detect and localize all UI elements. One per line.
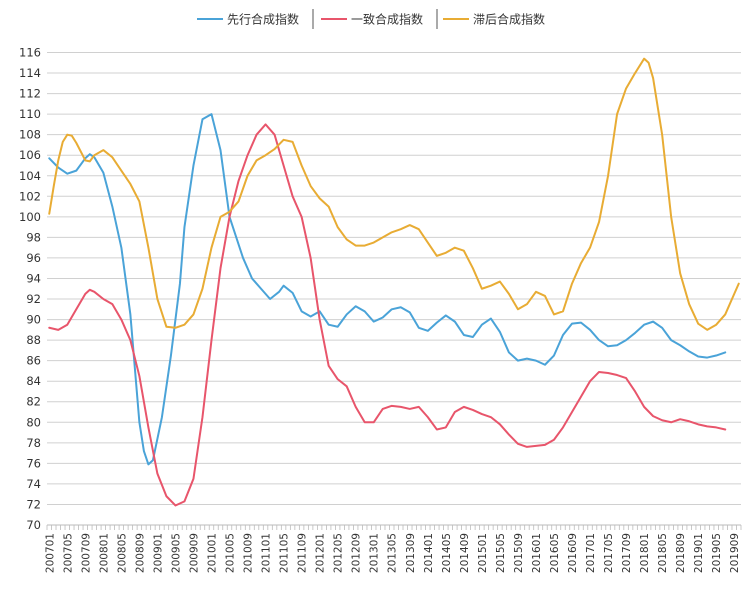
series-line-3 bbox=[48, 57, 740, 331]
x-tick-label: 200701 bbox=[44, 533, 56, 573]
y-tick-label: 88 bbox=[26, 333, 41, 347]
y-tick-label: 98 bbox=[26, 230, 41, 244]
x-tick-label: 201105 bbox=[279, 533, 291, 573]
y-tick-label: 102 bbox=[19, 189, 41, 203]
y-tick-label: 74 bbox=[26, 477, 41, 491]
x-tick-label: 201809 bbox=[675, 533, 687, 573]
y-tick-label: 84 bbox=[26, 374, 41, 388]
x-tick-label: 201209 bbox=[351, 533, 363, 573]
y-tick-label: 112 bbox=[19, 87, 41, 101]
x-tick-label: 201409 bbox=[459, 533, 471, 573]
y-tick-label: 86 bbox=[26, 354, 41, 368]
y-tick-label: 76 bbox=[26, 456, 41, 470]
y-tick-label: 94 bbox=[26, 271, 41, 285]
y-tick-label: 72 bbox=[26, 497, 41, 511]
x-tick-label: 201301 bbox=[369, 533, 381, 573]
y-tick-label: 106 bbox=[19, 148, 41, 162]
x-tick-label: 201509 bbox=[513, 533, 525, 573]
x-tick-label: 201109 bbox=[297, 533, 309, 573]
x-tick-label: 201601 bbox=[531, 533, 543, 573]
y-tick-label: 110 bbox=[19, 107, 41, 121]
x-tick-label: 200909 bbox=[188, 533, 200, 573]
x-tick-label: 201505 bbox=[495, 533, 507, 573]
y-tick-label: 70 bbox=[26, 518, 41, 532]
x-tick-label: 201405 bbox=[441, 533, 453, 573]
x-tick-label: 201909 bbox=[729, 533, 741, 573]
x-tick-label: 201701 bbox=[585, 533, 597, 573]
series-line-2 bbox=[48, 123, 727, 507]
x-tick-label: 200705 bbox=[62, 533, 74, 573]
grid-lines bbox=[47, 52, 741, 526]
x-axis: 200701 200705 200709 200801 200805 200809 2009… bbox=[44, 524, 742, 573]
legend-label: 滞后合成指数 bbox=[473, 12, 545, 27]
x-tick-label: 200901 bbox=[152, 533, 164, 573]
x-tick-label: 201705 bbox=[603, 533, 615, 573]
x-tick-label: 201905 bbox=[711, 533, 723, 573]
legend-label: 一致合成指数 bbox=[351, 12, 423, 27]
y-axis: 70 72 74 76 78 80 82 84 86 88 90 92 94 96 98 100 102 104 1… bbox=[19, 46, 41, 533]
y-tick-label: 116 bbox=[19, 46, 41, 60]
x-tick-label: 201901 bbox=[693, 533, 705, 573]
y-tick-label: 80 bbox=[26, 415, 41, 429]
legend-label: 先行合成指数 bbox=[227, 12, 299, 27]
x-tick-label: 201205 bbox=[333, 533, 345, 573]
x-tick-label: 201709 bbox=[621, 533, 633, 573]
x-tick-label: 201101 bbox=[261, 533, 273, 573]
x-tick-label: 200809 bbox=[134, 533, 146, 573]
y-tick-label: 104 bbox=[19, 169, 41, 183]
y-tick-label: 82 bbox=[26, 395, 41, 409]
legend-item-1[interactable]: 先行合成指数 bbox=[197, 12, 299, 27]
x-tick-label: 200709 bbox=[80, 533, 92, 573]
y-tick-label: 96 bbox=[26, 251, 41, 265]
x-tick-label: 201805 bbox=[657, 533, 669, 573]
legend-item-3[interactable]: 滞后合成指数 bbox=[443, 12, 545, 27]
x-tick-label: 200805 bbox=[116, 533, 128, 573]
y-tick-label: 92 bbox=[26, 292, 41, 306]
x-tick-label: 201201 bbox=[315, 533, 327, 573]
y-tick-label: 100 bbox=[19, 210, 41, 224]
series-line-1 bbox=[48, 113, 727, 466]
x-tick-label: 201801 bbox=[639, 533, 651, 573]
x-tick-label: 201305 bbox=[387, 533, 399, 573]
y-tick-label: 78 bbox=[26, 436, 41, 450]
x-tick-label: 201309 bbox=[405, 533, 417, 573]
x-tick-label: 201005 bbox=[225, 533, 237, 573]
y-tick-label: 108 bbox=[19, 128, 41, 142]
x-tick-label: 201609 bbox=[567, 533, 579, 573]
x-tick-label: 201501 bbox=[477, 533, 489, 573]
x-tick-label: 201009 bbox=[243, 533, 255, 573]
series-lines bbox=[48, 57, 740, 507]
chart-legend[interactable]: 先行合成指数 一致合成指数 滞后合成指数 bbox=[197, 9, 545, 29]
x-tick-label: 201001 bbox=[206, 533, 218, 573]
x-tick-label: 200905 bbox=[170, 533, 182, 573]
x-tick-label: 201605 bbox=[549, 533, 561, 573]
x-tick-label: 200801 bbox=[98, 533, 110, 573]
y-tick-label: 90 bbox=[26, 313, 41, 327]
x-tick-label: 201401 bbox=[423, 533, 435, 573]
y-tick-label: 114 bbox=[19, 66, 41, 80]
legend-item-2[interactable]: 一致合成指数 bbox=[321, 12, 423, 27]
